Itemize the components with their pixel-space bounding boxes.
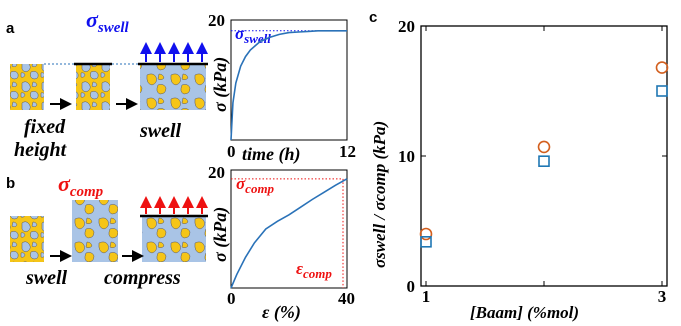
- panel-c-xtick-label: 1: [422, 287, 431, 306]
- inset-b-ylabel: σ (kPa): [210, 207, 231, 262]
- gel-block-b-swollen: [72, 200, 118, 262]
- panel-c-ytick-label: 10: [398, 147, 415, 166]
- panel-c-xtick-label: 3: [658, 287, 667, 306]
- panel-c-chart: c σswell / σcomp (kPa) [Baam] (%mol) 0 10…: [369, 9, 669, 322]
- inset-comp-chart: σ (kPa) ε (%) σcomp εcomp 0 40 20: [208, 163, 355, 323]
- caption-height: height: [14, 139, 68, 161]
- panel-c-ylabel: σswell / σcomp (kPa): [370, 121, 389, 268]
- gel-block-fixed: [76, 64, 110, 110]
- panel-c-letter: c: [369, 9, 377, 26]
- swell-force-arrows: [140, 42, 208, 62]
- panel-a-letter: a: [6, 20, 15, 37]
- panel-c-point-square: [656, 85, 668, 97]
- panel-c-xlabel: [Baam] (%mol): [470, 303, 579, 322]
- inset-a-axes-box: [230, 19, 348, 141]
- panel-a-sigma-swell: σswell: [86, 7, 130, 36]
- panel-c-point-circle: [537, 140, 551, 154]
- panel-c-ytick-label: 0: [407, 277, 416, 296]
- inset-b-xtick: 40: [338, 289, 355, 308]
- compress-force-arrows: [140, 196, 208, 214]
- inset-a-ylabel: σ (kPa): [210, 57, 231, 112]
- gel-block-b-compressed: [142, 216, 206, 262]
- inset-b-axes-box: [230, 169, 348, 289]
- gel-block-swollen: [140, 64, 206, 110]
- inset-b-sigma-comp: σcomp: [236, 174, 275, 196]
- inset-a-ytick: 20: [208, 11, 225, 30]
- inset-a-xtick: 0: [227, 142, 236, 161]
- inset-a-xtick: 12: [339, 142, 356, 161]
- gel-block-b-initial: [10, 216, 44, 262]
- caption-swell-a: swell: [139, 120, 182, 142]
- caption-fixed: fixed: [24, 116, 66, 138]
- inset-b-xtick: 0: [227, 289, 236, 308]
- inset-b-curve: [230, 178, 348, 289]
- inset-b-xlabel: ε (%): [262, 302, 301, 323]
- panel-a: a σswell fixed height swell: [6, 7, 208, 161]
- inset-swell-chart: σ (kPa) time (h) σswell 0 12 20: [208, 11, 356, 165]
- inset-a-sigma-swell: σswell: [235, 24, 271, 46]
- panel-c-point-circle: [655, 61, 669, 74]
- panel-c-ytick-label: 20: [398, 17, 415, 36]
- panel-b-sigma-comp: σcomp: [58, 171, 104, 200]
- inset-b-ytick: 20: [208, 163, 225, 182]
- caption-swell-b: swell: [25, 267, 68, 289]
- inset-b-eps-comp: εcomp: [296, 259, 332, 281]
- panel-c-point-square: [538, 155, 550, 167]
- panel-c-point-circle: [419, 227, 433, 241]
- panel-b: b σcomp swell compress: [6, 171, 208, 289]
- inset-a-curve: [230, 29, 347, 141]
- gel-block-initial: [10, 64, 44, 110]
- panel-c-point-square: [420, 236, 432, 248]
- caption-compress: compress: [104, 267, 181, 289]
- panel-b-letter: b: [6, 175, 15, 192]
- inset-a-xlabel: time (h): [242, 144, 301, 165]
